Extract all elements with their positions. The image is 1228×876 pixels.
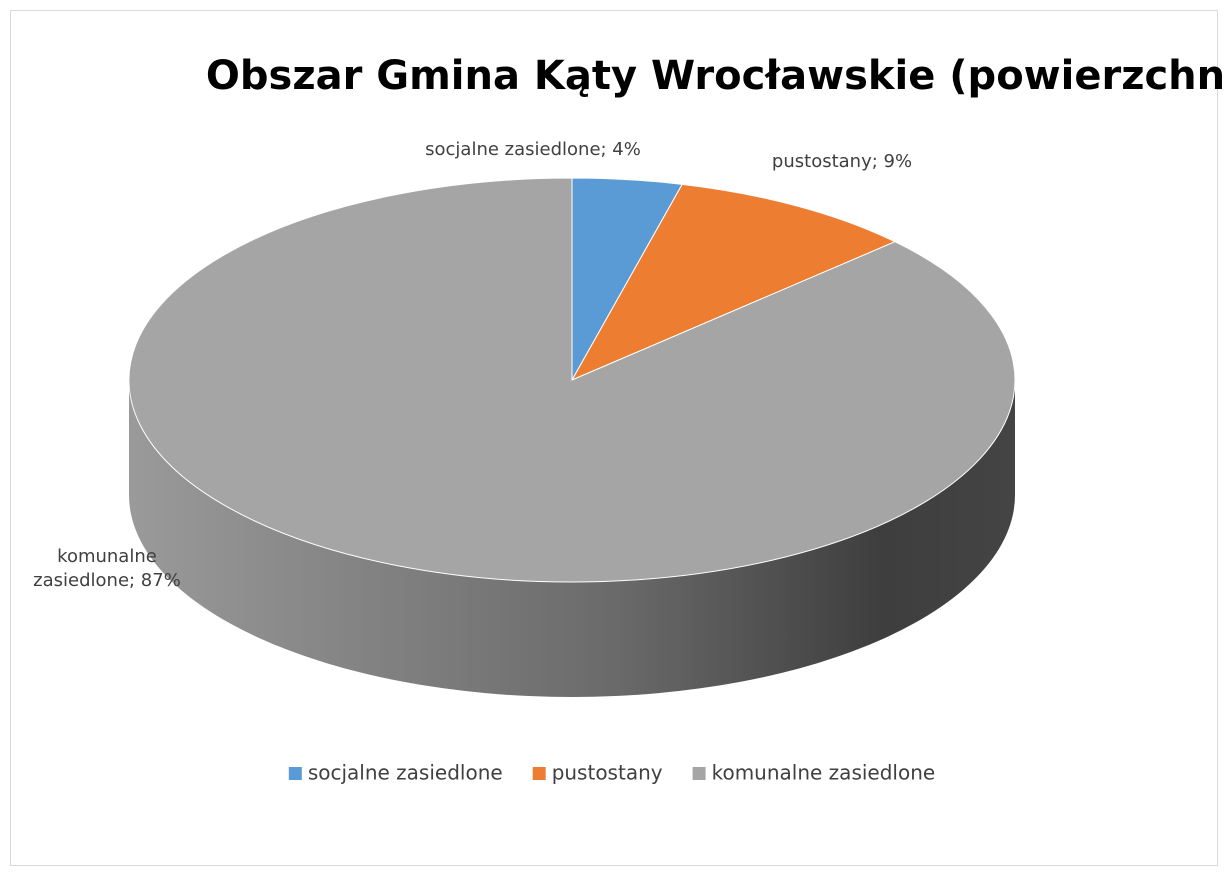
slice: [570, 183, 897, 382]
legend-label: socjalne zasiedlone: [308, 761, 503, 785]
legend-swatch: [288, 767, 302, 780]
data-label: komunalne zasiedlone; 87%: [33, 546, 181, 591]
data-label: pustostany; 9%: [771, 151, 913, 172]
legend-label: pustostany: [552, 761, 663, 785]
slice: [128, 177, 1016, 583]
legend-label: komunalne zasiedlone: [712, 761, 936, 785]
legend-swatch: [532, 767, 546, 780]
slice-side: [129, 380, 1015, 697]
legend-swatch: [692, 767, 706, 780]
chart-title: Obszar Gmina Kąty Wrocławskie (powierzch…: [206, 53, 1228, 99]
data-label: socjalne zasiedlone; 4%: [425, 139, 641, 160]
